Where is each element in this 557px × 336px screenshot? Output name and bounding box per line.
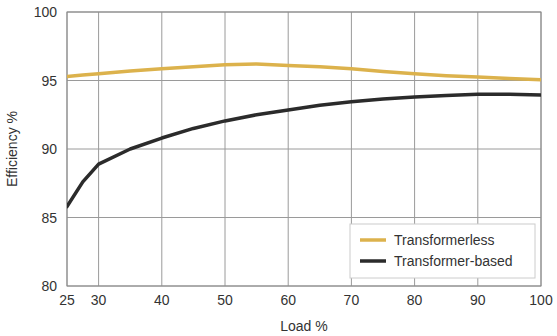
x-tick-label: 40 <box>154 292 170 308</box>
y-grid-line <box>67 149 541 150</box>
x-tick-label: 80 <box>407 292 423 308</box>
legend-box <box>350 224 535 278</box>
y-tick-label: 80 <box>41 278 57 294</box>
y-tick-label: 95 <box>41 73 57 89</box>
x-tick-label: 70 <box>344 292 360 308</box>
x-tick-label: 100 <box>529 292 553 308</box>
legend-swatch <box>360 259 386 263</box>
y-grid-line <box>67 217 541 218</box>
x-axis-label: Load % <box>280 318 327 334</box>
y-axis-label: Efficiency % <box>4 111 20 187</box>
x-tick-label: 90 <box>470 292 486 308</box>
x-tick-label: 25 <box>59 292 75 308</box>
plot-frame <box>67 12 541 286</box>
series-line <box>67 64 541 80</box>
legend-label: Transformerless <box>394 232 495 248</box>
x-tick-label: 50 <box>217 292 233 308</box>
y-tick-label: 90 <box>41 141 57 157</box>
series-line <box>67 94 541 206</box>
x-tick-label: 30 <box>91 292 107 308</box>
y-tick-label: 85 <box>41 210 57 226</box>
x-tick-label: 60 <box>280 292 296 308</box>
legend-swatch <box>360 238 386 242</box>
plot-lines <box>67 64 541 206</box>
chart: 25 30 40 50 60 70 80 90 100 80 85 90 95 100 Load % Effi… <box>0 0 557 336</box>
y-grid-line <box>67 80 541 81</box>
legend: Transformerless Transformer-based <box>350 224 535 278</box>
y-tick-label: 100 <box>34 4 58 20</box>
legend-label: Transformer-based <box>394 253 513 269</box>
